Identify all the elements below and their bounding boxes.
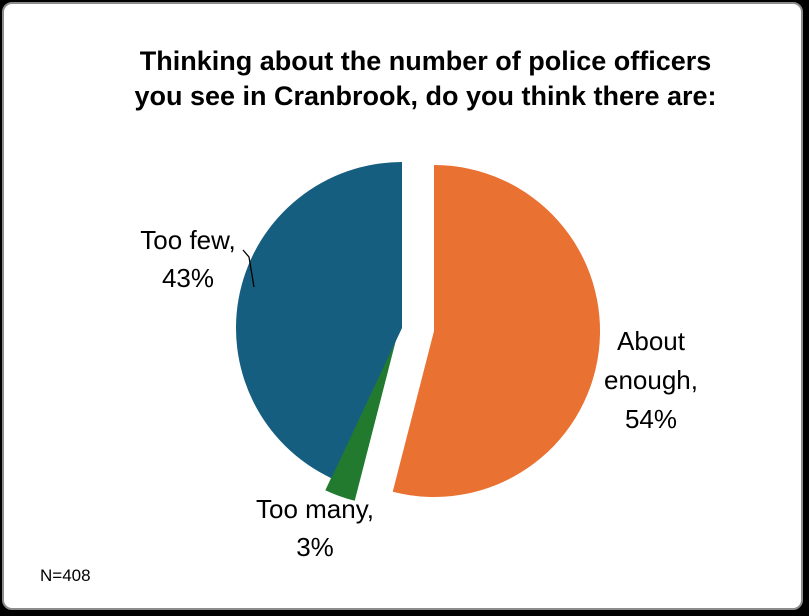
pie-slice-about-enough: [392, 165, 601, 498]
sample-size-note: N=408: [40, 566, 91, 585]
leader-line-too-few: [242, 249, 255, 288]
chart-title-line-2: you see in Cranbrook, do you think there…: [134, 81, 717, 111]
slice-label-about-enough: About enough, 54%: [604, 326, 698, 434]
slice-label-too-many: Too many, 3%: [256, 494, 374, 562]
chart-title: Thinking about the number of police offi…: [4, 44, 801, 114]
pie-slice-too-many: [325, 340, 396, 501]
chart-title-line-1: Thinking about the number of police offi…: [139, 46, 712, 76]
chart-frame: Thinking about the number of police offi…: [2, 2, 803, 610]
pie-slice-too-few: [236, 162, 402, 479]
slice-label-too-few: Too few, 43%: [140, 225, 235, 293]
